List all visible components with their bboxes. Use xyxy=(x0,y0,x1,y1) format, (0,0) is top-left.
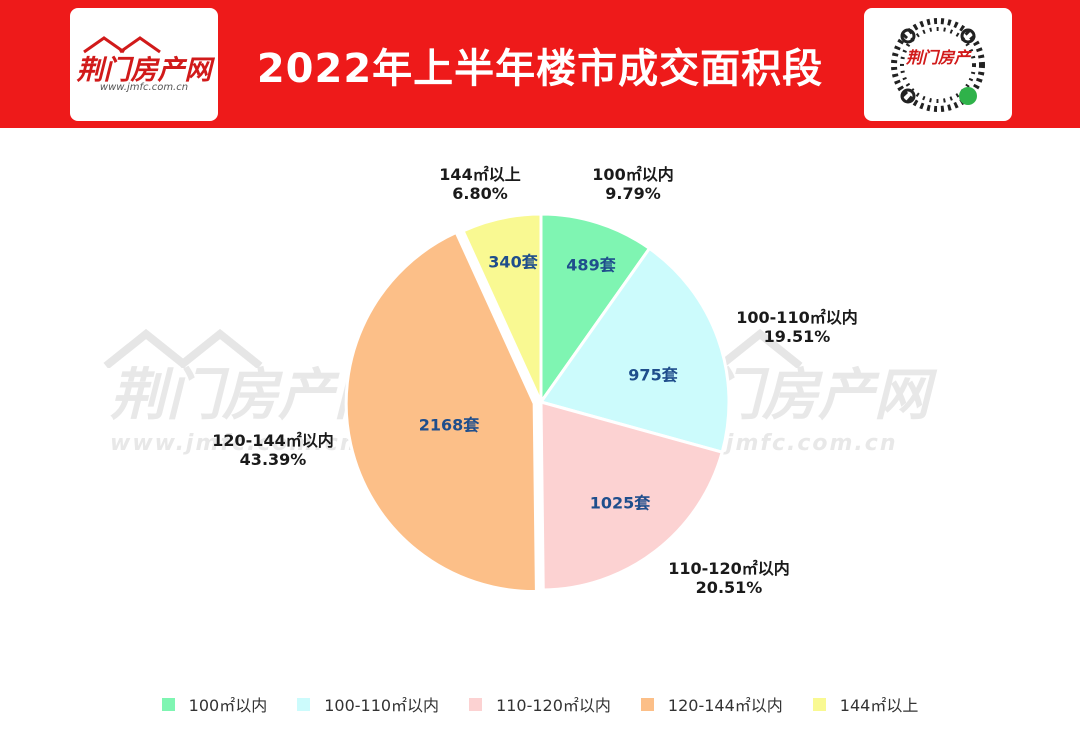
legend-swatch xyxy=(640,697,654,711)
logo-url: www.jmfc.com.cn xyxy=(99,82,189,93)
slice-count-label: 340套 xyxy=(488,253,538,272)
legend-item: 144㎡以上 xyxy=(812,692,919,716)
pie-slice xyxy=(344,230,538,594)
page-title: 2022年上半年楼市成交面积段 xyxy=(256,46,824,92)
legend-item: 110-120㎡以内 xyxy=(469,692,611,716)
legend-item: 100-110㎡以内 xyxy=(297,692,439,716)
legend-swatch xyxy=(469,697,483,711)
legend-swatch xyxy=(161,697,175,711)
slice-count-label: 489套 xyxy=(566,256,616,275)
legend-item: 120-144㎡以内 xyxy=(640,692,783,716)
legend-label: 144㎡以上 xyxy=(839,696,919,715)
legend-label: 100㎡以内 xyxy=(188,696,268,715)
pie-slice xyxy=(538,246,731,454)
qr-code[interactable]: 荆门房产 xyxy=(864,8,1012,121)
chart-legend: 100㎡以内 100-110㎡以内 110-120㎡以内 120-144㎡以内 144㎡… xyxy=(0,692,1080,716)
header-bar: 荆门房产网 www.jmfc.com.cn 2022年上半年楼市成交面积段 荆门… xyxy=(0,0,1080,128)
slice-percent-label: 9.79% xyxy=(605,184,661,203)
slice-category-label: 110-120㎡以内 20.51% xyxy=(668,559,789,597)
legend-label: 120-144㎡以内 xyxy=(667,696,783,715)
slice-percent-label: 6.80% xyxy=(452,184,508,203)
slice-percent-label: 20.51% xyxy=(696,578,763,597)
legend-swatch xyxy=(812,697,826,711)
slice-category-label: 100-110㎡以内 19.51% xyxy=(736,308,857,346)
qr-code-icon xyxy=(891,18,985,112)
roof-icon xyxy=(83,36,161,54)
legend-label: 100-110㎡以内 xyxy=(324,696,440,715)
slice-category-label: 120-144㎡以内 43.39% xyxy=(212,431,333,469)
legend-item: 100㎡以内 xyxy=(161,692,268,716)
slice-percent-label: 19.51% xyxy=(764,327,831,346)
pie-slice xyxy=(461,212,543,403)
legend-swatch xyxy=(297,697,311,711)
slice-category-label: 100㎡以内 9.79% xyxy=(592,165,673,203)
slice-count-label: 2168套 xyxy=(419,416,481,435)
slice-count-label: 1025套 xyxy=(590,494,652,513)
qr-logo-text: 荆门房产 xyxy=(905,48,970,67)
pie-slice xyxy=(539,212,652,407)
site-logo[interactable]: 荆门房产网 www.jmfc.com.cn xyxy=(70,8,218,121)
legend-label: 110-120㎡以内 xyxy=(496,696,611,715)
logo-text: 荆门房产网 xyxy=(76,55,212,86)
pie-slice xyxy=(539,400,725,592)
slice-category-label: 144㎡以上 6.80% xyxy=(439,165,520,203)
slice-count-label: 975套 xyxy=(628,366,678,385)
slice-percent-label: 43.39% xyxy=(240,450,307,469)
